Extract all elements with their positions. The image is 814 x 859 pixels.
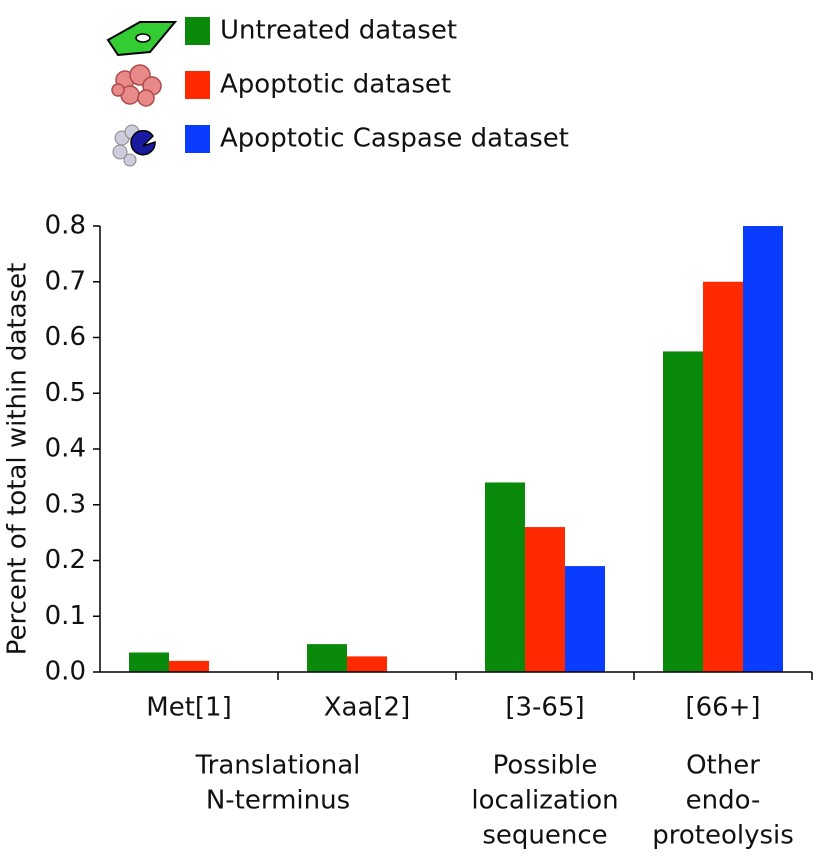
bar	[307, 644, 347, 672]
category-group-label: Possible	[493, 751, 598, 781]
legend-label: Apoptotic dataset	[220, 70, 451, 100]
bar	[565, 566, 605, 672]
x-tick-label: Xaa[2]	[324, 693, 411, 723]
y-tick-label: 0.5	[45, 378, 86, 408]
y-axis-label: Percent of total within dataset	[3, 263, 33, 656]
category-group-label: N-terminus	[206, 786, 350, 816]
category-group-label: Translational	[195, 751, 361, 781]
legend-icon-apoptotic	[111, 64, 162, 107]
x-tick-label: Met[1]	[146, 693, 231, 723]
bar	[525, 527, 565, 672]
legend-label: Untreated dataset	[220, 16, 457, 46]
legend-swatch	[185, 125, 210, 153]
category-group-label: endo-	[686, 786, 761, 816]
legend-icon-untreated	[106, 21, 178, 57]
y-tick-label: 0.2	[45, 545, 86, 575]
y-tick-label: 0.6	[45, 322, 86, 352]
x-tick-label: [66+]	[685, 693, 760, 723]
bar	[129, 652, 169, 672]
legend-swatch	[185, 17, 210, 45]
bar	[663, 351, 703, 672]
legend-label: Apoptotic Caspase dataset	[220, 124, 569, 154]
legend-icon-caspase	[112, 124, 156, 167]
x-tick-label: [3-65]	[505, 693, 584, 723]
bar	[703, 281, 743, 672]
y-tick-label: 0.8	[45, 211, 86, 241]
y-tick-label: 0.3	[45, 489, 86, 519]
y-tick-label: 0.4	[45, 434, 86, 464]
category-group-label: proteolysis	[652, 821, 794, 851]
bar	[743, 226, 783, 672]
bar	[169, 660, 209, 672]
legend-swatch	[185, 71, 210, 99]
y-tick-label: 0.0	[45, 657, 86, 687]
y-tick-label: 0.7	[45, 266, 86, 296]
category-group-label: localization	[471, 786, 618, 816]
category-group-label: Other	[686, 751, 760, 781]
y-tick-label: 0.1	[45, 601, 86, 631]
category-group-label: sequence	[482, 821, 607, 851]
bar	[485, 482, 525, 672]
bar	[347, 656, 387, 672]
